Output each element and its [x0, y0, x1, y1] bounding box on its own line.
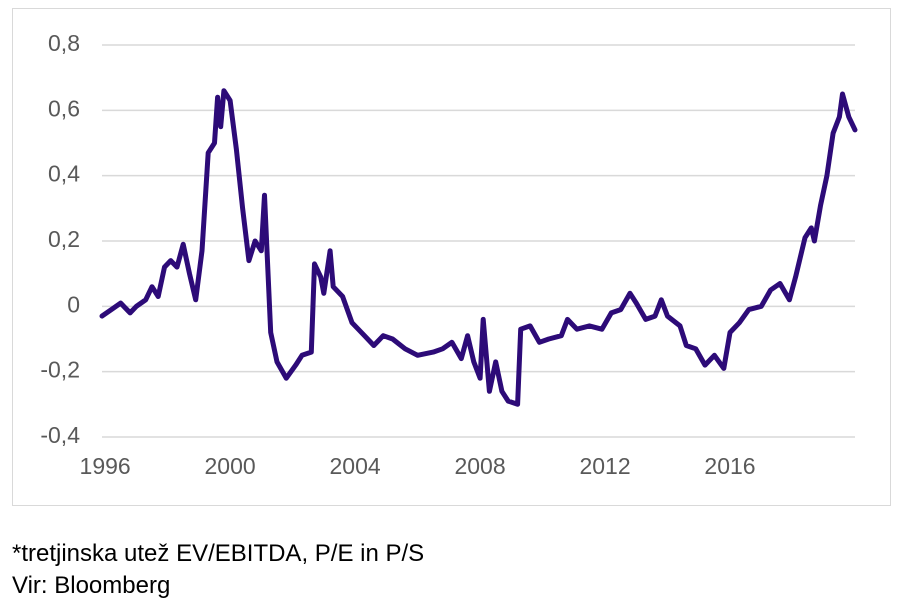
note: *tretjinska utež EV/EBITDA, P/E in P/S — [12, 540, 425, 567]
x-tick-label: 2016 — [704, 453, 755, 479]
source: Vir: Bloomberg — [12, 572, 171, 599]
x-tick-label: 2008 — [454, 453, 505, 479]
y-tick-label: 0,6 — [48, 95, 80, 121]
y-tick-label: 0,8 — [48, 30, 80, 56]
y-tick-label: 0,2 — [48, 226, 80, 252]
y-tick-label: 0,4 — [48, 161, 80, 187]
x-tick-label: 2004 — [329, 453, 380, 479]
x-tick-label: 2000 — [205, 453, 256, 479]
line — [99, 88, 858, 407]
chart: -0,4 -0,2 0 0,2 0,4 0,6 0,8 1996 2000 2004 2008 201… — [12, 8, 891, 506]
x-tick-label: 1996 — [80, 453, 131, 479]
y-tick-label: 0 — [67, 291, 80, 317]
x-tick-label: 2012 — [579, 453, 630, 479]
chart-frame — [12, 8, 891, 506]
y-tick-label: -0,2 — [40, 357, 80, 383]
y-tick-label: -0,4 — [40, 422, 80, 448]
